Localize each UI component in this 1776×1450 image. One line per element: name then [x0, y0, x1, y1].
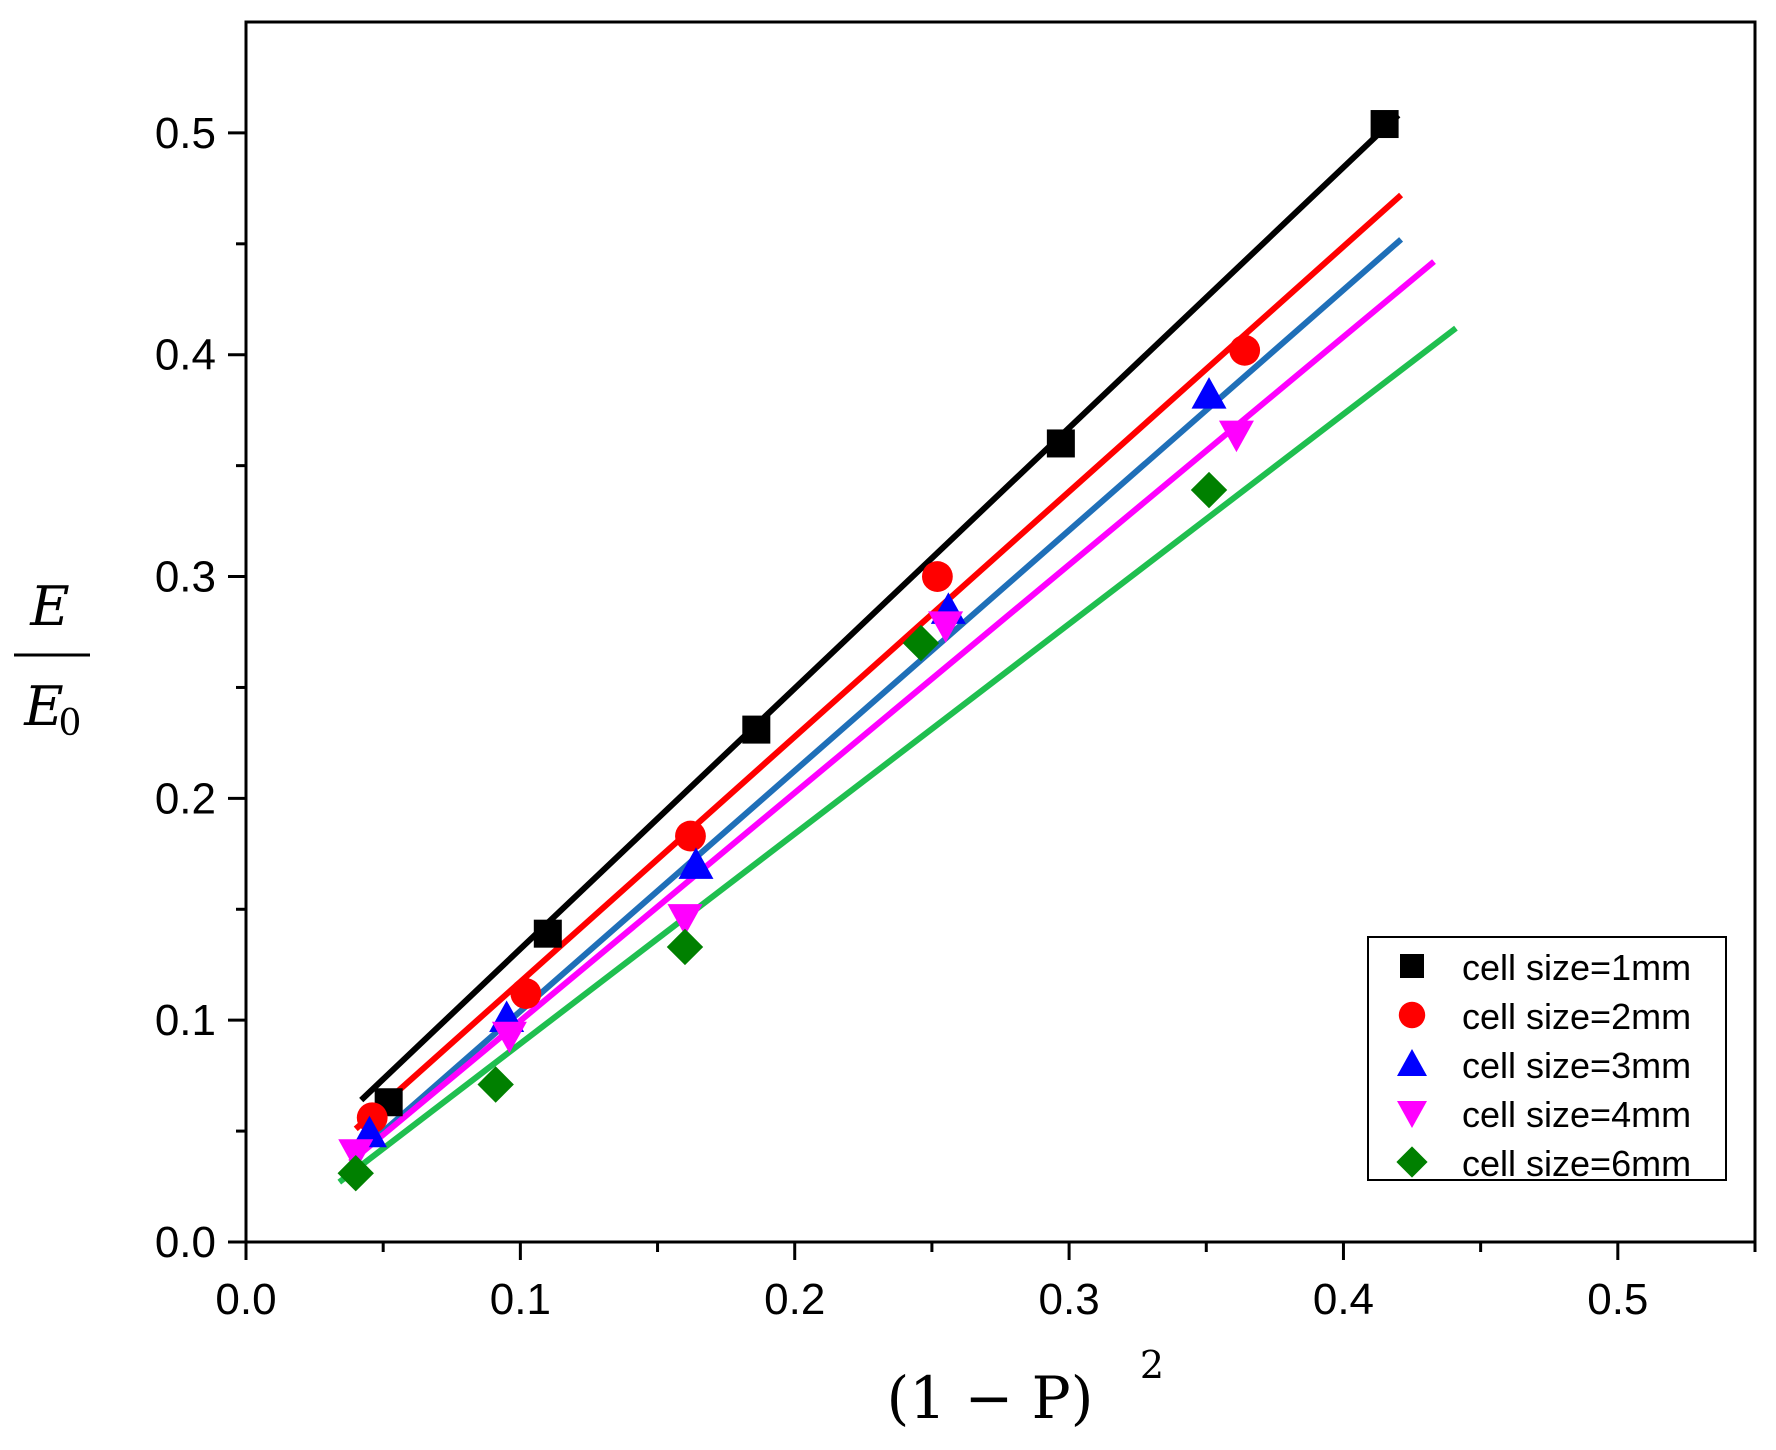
data-point-series-3 [678, 847, 714, 879]
fit-line-series-5 [337, 325, 1458, 1185]
y-axis-label-denominator-subscript: 0 [59, 703, 82, 744]
legend-marker-series-1 [1400, 954, 1424, 978]
data-point-series-4 [1218, 420, 1254, 453]
legend-marker-series-2 [1398, 1001, 1426, 1029]
data-point-series-5 [1190, 471, 1228, 509]
y-tick-label: 0.2 [155, 774, 216, 823]
data-point-series-2 [921, 561, 953, 592]
legend-label-series-3: cell size=3mm [1462, 1045, 1691, 1086]
legend-label-series-1: cell size=1mm [1462, 947, 1691, 988]
x-tick-label: 0.5 [1587, 1275, 1648, 1324]
legend-label-series-5: cell size=6mm [1462, 1143, 1691, 1184]
y-axis-ticks: 0.0 0.1 0.2 0.3 0.4 0.5 [155, 109, 246, 1267]
x-tick-label: 0.4 [1313, 1275, 1374, 1324]
legend: cell size=1mm cell size=2mm cell size=3mm c… [1367, 936, 1727, 1184]
x-axis-label-superscript: 2 [1140, 1343, 1164, 1387]
data-point-series-2 [510, 978, 542, 1009]
data-point-series-1 [1370, 110, 1399, 139]
y-axis-label: E E 0 [14, 575, 90, 744]
y-tick-label: 0.1 [155, 996, 216, 1045]
fit-line-series-2 [353, 192, 1404, 1132]
data-point-series-5 [477, 1066, 514, 1103]
y-tick-label: 0.3 [155, 553, 216, 602]
legend-marker-series-5 [1396, 1146, 1428, 1178]
legend-marker-series-3 [1397, 1049, 1427, 1076]
data-point-series-4 [491, 1021, 527, 1054]
plot-border [244, 20, 1757, 1244]
data-point-series-1 [742, 715, 771, 744]
legend-items: cell size=1mm cell size=2mm cell size=3mm c… [1396, 947, 1691, 1184]
y-axis-label-numerator: E [29, 575, 69, 638]
legend-marker-series-4 [1397, 1101, 1427, 1128]
data-point-series-2 [1229, 334, 1261, 366]
y-axis-label-denominator: E [23, 675, 63, 738]
data-point-series-1 [533, 919, 562, 948]
x-axis-label: (1 − P) 2 [887, 1343, 1164, 1432]
fit-line-series-4 [348, 259, 1436, 1165]
x-tick-label: 0.3 [1039, 1275, 1100, 1324]
data-point-series-3 [1191, 377, 1227, 409]
legend-label-series-2: cell size=2mm [1462, 996, 1691, 1037]
x-tick-label: 0.1 [490, 1275, 551, 1324]
x-axis-label-text: (1 − P) [887, 1364, 1094, 1432]
data-markers [337, 110, 1399, 1192]
legend-label-series-4: cell size=4mm [1462, 1094, 1691, 1135]
data-point-series-5 [902, 624, 940, 662]
plot-frame [244, 20, 1757, 1244]
data-point-series-4 [667, 904, 703, 936]
data-point-series-2 [675, 820, 706, 852]
x-tick-label: 0.0 [215, 1275, 276, 1324]
y-tick-label: 0.5 [155, 109, 216, 158]
data-point-series-4 [928, 611, 964, 643]
y-tick-label: 0.0 [155, 1218, 216, 1267]
y-tick-label: 0.4 [155, 331, 216, 380]
x-tick-label: 0.2 [764, 1275, 825, 1324]
x-axis-ticks: 0.0 0.1 0.2 0.3 0.4 0.5 [215, 1242, 1757, 1324]
data-point-series-4 [338, 1139, 374, 1171]
data-point-series-5 [666, 928, 704, 966]
legend-box [1367, 936, 1727, 1181]
data-point-series-5 [337, 1155, 374, 1192]
data-point-series-1 [1046, 429, 1075, 458]
